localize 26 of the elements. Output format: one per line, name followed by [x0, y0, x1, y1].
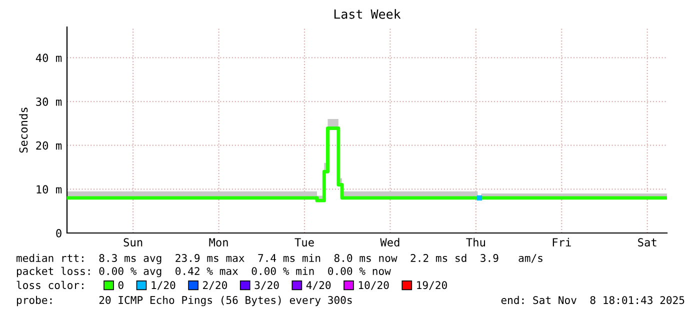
chart-title: Last Week [334, 9, 401, 19]
legend-label: 3/20 [254, 281, 279, 290]
legend-label: 0 [118, 281, 124, 290]
y-tick-label: 30 m [36, 98, 62, 106]
x-tick-label: Tue [294, 238, 314, 247]
x-tick-label: Mon [209, 238, 228, 247]
legend-label: 4/20 [306, 281, 331, 290]
y-tick-label: 0 [56, 229, 62, 238]
x-tick-label: Fri [552, 238, 571, 246]
x-tick-label: Sun [124, 238, 142, 247]
y-axis-title: Seconds [19, 108, 28, 153]
text: median rtt: 8.3 ms avg 23.9 ms max 7.4 ms min 8.0 ms now 2.2 ms sd 3.9 am/s [16, 254, 542, 264]
y-tick-label: 10 m [36, 185, 62, 194]
text: probe: 20 ICMP Echo Pings (56 Bytes) every 300s [16, 296, 352, 306]
legend-label: 2/20 [203, 281, 228, 290]
x-tick-label: Sat [638, 238, 656, 247]
legend-label: 1/20 [152, 281, 176, 290]
text: end: Sat Nov 8 18:01:43 2025 [501, 296, 684, 304]
y-tick-label: 20 m [36, 141, 62, 150]
x-tick-label: Thu [466, 238, 485, 247]
text: packet loss: 0.00 % avg 0.42 % max 0.00 % min 0.00 % now [16, 266, 391, 278]
legend-title: loss color: [16, 280, 84, 290]
legend-label: 19/20 [417, 281, 447, 290]
x-tick-label: Wed [380, 238, 400, 247]
y-tick-label: 40 m [36, 54, 62, 62]
legend-label: 10/20 [358, 281, 389, 290]
